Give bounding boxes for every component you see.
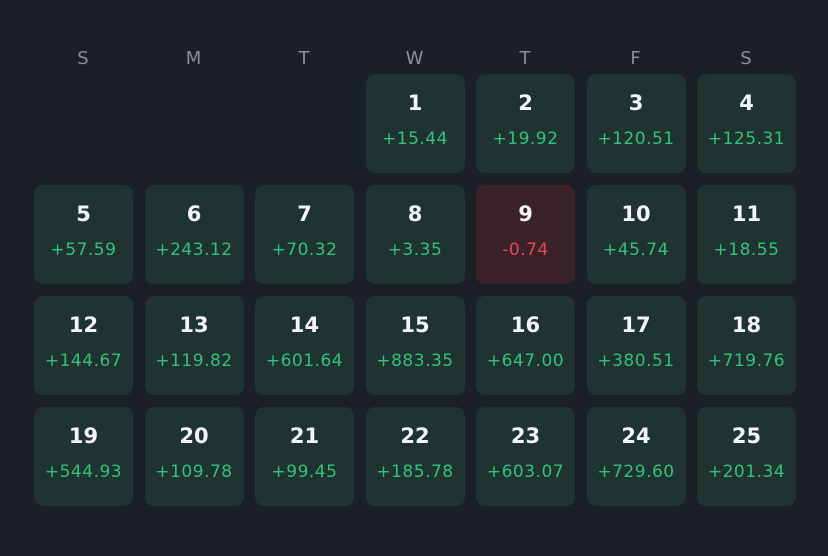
day-number: 23 [510, 424, 541, 448]
day-pnl-positive: +3.35 [387, 240, 443, 260]
day-number: 13 [179, 313, 209, 337]
day-cell[interactable]: 7 +70.32 [255, 185, 354, 284]
day-cell[interactable]: 5 +57.59 [34, 185, 133, 284]
day-cell[interactable]: 1 +15.44 [365, 74, 465, 173]
day-pnl-positive: +57.59 [50, 240, 117, 260]
day-cell[interactable]: 11 +18.55 [697, 185, 796, 284]
day-pnl-positive: +201.34 [707, 462, 786, 482]
day-number: 19 [68, 424, 99, 448]
day-pnl-positive: +185.78 [376, 462, 454, 482]
day-number: 2 [518, 91, 533, 115]
weekday-tuesday: T [298, 48, 311, 69]
day-cell[interactable]: 19 +544.93 [34, 407, 133, 506]
day-pnl-positive: +603.07 [486, 462, 565, 482]
weekday-thursday: T [519, 48, 532, 69]
day-number: 4 [739, 91, 754, 115]
day-cell[interactable]: 18 +719.76 [697, 296, 796, 395]
day-cell[interactable]: 21 +99.45 [255, 407, 354, 506]
day-cell[interactable]: 2 +19.92 [476, 74, 575, 173]
day-cell[interactable]: 4 +125.31 [697, 74, 796, 173]
day-pnl-positive: +109.78 [155, 462, 233, 482]
day-pnl-positive: +144.67 [44, 351, 123, 371]
empty-day-cell [145, 74, 244, 173]
day-number: 5 [76, 202, 91, 226]
day-pnl-positive: +119.82 [155, 351, 233, 371]
day-pnl-positive: +647.00 [486, 351, 565, 371]
day-number: 15 [400, 313, 430, 337]
day-number: 3 [628, 91, 644, 115]
day-number: 7 [297, 202, 312, 226]
day-pnl-positive: +18.55 [713, 240, 780, 260]
day-pnl-positive: +243.12 [155, 240, 233, 260]
day-number: 24 [621, 424, 651, 448]
weekday-monday: M [185, 48, 203, 69]
day-number: 21 [289, 424, 320, 448]
day-number: 1 [407, 91, 423, 115]
day-pnl-positive: +120.51 [597, 129, 675, 149]
day-number: 12 [68, 313, 99, 337]
day-cell[interactable]: 16 +647.00 [476, 296, 575, 395]
day-cell[interactable]: 12 +144.67 [34, 296, 133, 395]
days-grid: 1 +15.44 2 +19.92 3 +120.51 4 +125.31 5 +57.59 6 +2… [34, 74, 796, 506]
day-cell[interactable]: 9 -0.74 [476, 185, 575, 284]
day-number: 6 [186, 202, 202, 226]
day-cell[interactable]: 24 +729.60 [586, 407, 686, 506]
day-number: 10 [621, 202, 651, 226]
day-pnl-positive: +729.60 [597, 462, 675, 482]
weekday-sunday: S [77, 48, 90, 69]
day-pnl-positive: +601.64 [265, 351, 344, 371]
weekday-wednesday: W [405, 48, 425, 69]
day-cell[interactable]: 15 +883.35 [365, 296, 465, 395]
day-number: 17 [621, 313, 651, 337]
day-pnl-positive: +70.32 [271, 240, 338, 260]
day-number: 20 [179, 424, 209, 448]
empty-day-cell [255, 74, 354, 173]
day-number: 14 [289, 313, 320, 337]
day-number: 22 [400, 424, 430, 448]
weekday-friday: F [630, 48, 642, 69]
day-cell[interactable]: 17 +380.51 [586, 296, 686, 395]
day-cell[interactable]: 23 +603.07 [476, 407, 575, 506]
pnl-calendar: S M T W T F S 1 +15.44 2 +19.92 3 +120.51 4 +12… [34, 44, 796, 506]
day-cell[interactable]: 8 +3.35 [365, 185, 465, 284]
day-pnl-positive: +380.51 [597, 351, 675, 371]
day-pnl-positive: +15.44 [382, 129, 448, 149]
day-cell[interactable]: 20 +109.78 [144, 407, 244, 506]
day-pnl-positive: +719.76 [707, 351, 786, 371]
day-pnl-negative: -0.74 [502, 240, 549, 260]
day-cell[interactable]: 14 +601.64 [255, 296, 354, 395]
day-cell[interactable]: 25 +201.34 [697, 407, 796, 506]
day-number: 11 [731, 202, 762, 226]
day-pnl-positive: +99.45 [271, 462, 338, 482]
day-cell[interactable]: 22 +185.78 [365, 407, 465, 506]
day-number: 25 [731, 424, 762, 448]
weekday-header: S M T W T F S [34, 44, 796, 74]
day-cell[interactable]: 10 +45.74 [586, 185, 686, 284]
day-pnl-positive: +125.31 [707, 129, 786, 149]
day-cell[interactable]: 6 +243.12 [144, 185, 244, 284]
day-pnl-positive: +544.93 [44, 462, 123, 482]
day-pnl-positive: +19.92 [492, 129, 559, 149]
day-cell[interactable]: 3 +120.51 [586, 74, 686, 173]
day-number: 18 [731, 313, 762, 337]
day-number: 8 [407, 202, 423, 226]
empty-day-cell [34, 74, 133, 173]
day-cell[interactable]: 13 +119.82 [144, 296, 244, 395]
weekday-saturday: S [740, 48, 753, 69]
day-pnl-positive: +883.35 [376, 351, 454, 371]
day-number: 16 [510, 313, 541, 337]
day-pnl-positive: +45.74 [603, 240, 669, 260]
day-number: 9 [518, 202, 533, 226]
